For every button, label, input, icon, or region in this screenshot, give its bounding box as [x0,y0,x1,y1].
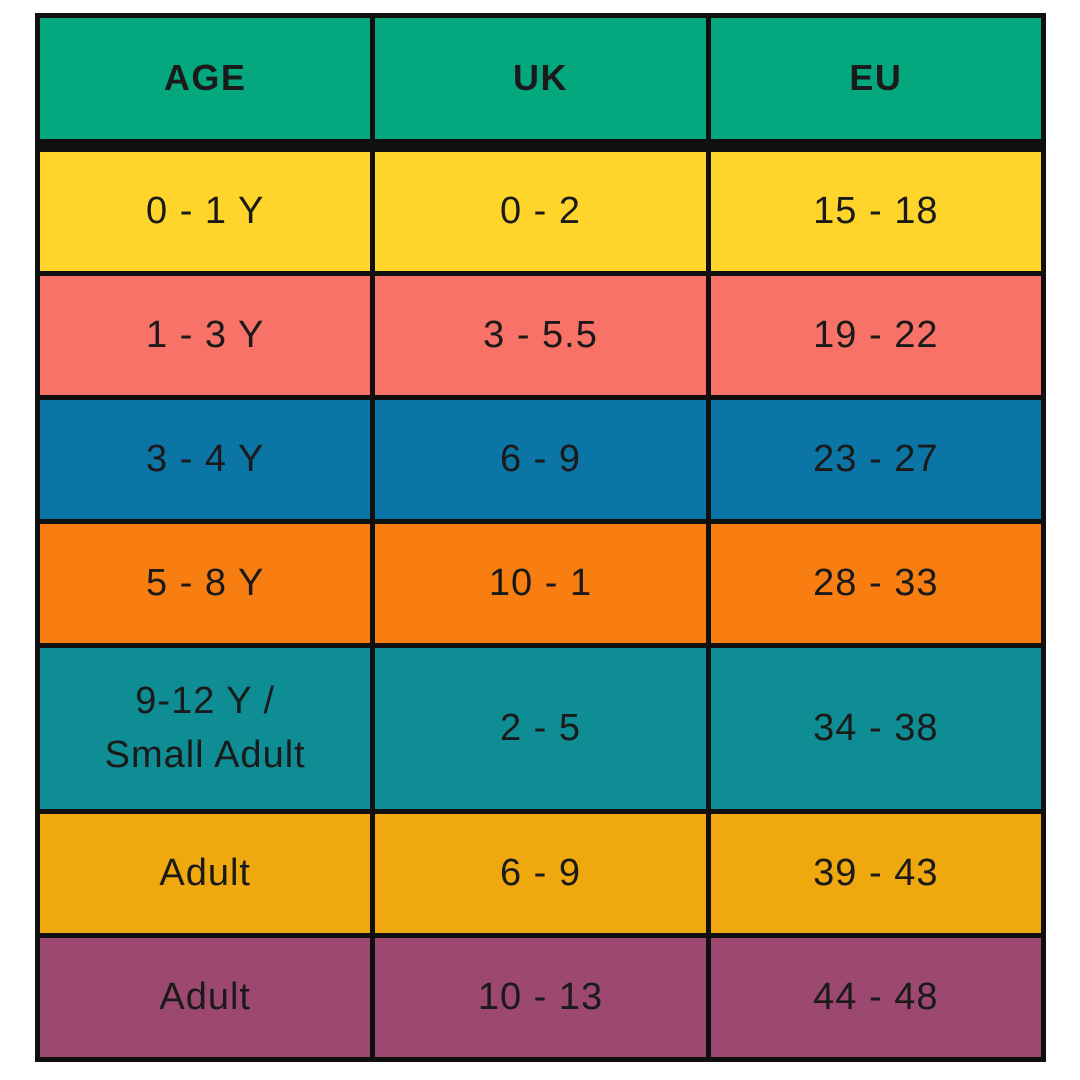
age-cell: 9-12 Y / Small Adult [104,680,306,776]
table-row: 3 - 4 Y 6 - 9 23 - 27 [40,400,1041,524]
eu-cell: 15 - 18 [705,152,1041,271]
table-row: Adult 10 - 13 44 - 48 [40,938,1041,1057]
uk-cell: 0 - 2 [370,152,705,271]
column-header-age: AGE [163,57,247,99]
table-row: 5 - 8 Y 10 - 1 28 - 33 [40,524,1041,648]
age-cell: Adult [159,975,251,1018]
age-cell: 1 - 3 Y [146,313,265,356]
column-header-uk: UK [370,18,705,139]
eu-cell: 28 - 33 [705,524,1041,643]
size-chart-table: AGE UK EU 0 - 1 Y 0 - 2 15 - 18 1 - 3 Y … [35,13,1046,1062]
eu-cell: 34 - 38 [705,648,1041,809]
uk-cell: 10 - 13 [370,938,705,1057]
table-row: 0 - 1 Y 0 - 2 15 - 18 [40,152,1041,276]
age-cell: 0 - 1 Y [146,189,265,232]
age-cell: 3 - 4 Y [146,437,265,480]
table-header-row: AGE UK EU [40,18,1041,152]
age-cell: Adult [159,851,251,894]
uk-cell: 2 - 5 [370,648,705,809]
uk-cell: 6 - 9 [370,400,705,519]
eu-cell: 39 - 43 [705,814,1041,933]
uk-cell: 3 - 5.5 [370,276,705,395]
table-row: 9-12 Y / Small Adult 2 - 5 34 - 38 [40,648,1041,814]
uk-cell: 6 - 9 [370,814,705,933]
age-cell: 5 - 8 Y [146,561,265,604]
eu-cell: 44 - 48 [705,938,1041,1057]
column-header-eu: EU [705,18,1041,139]
uk-cell: 10 - 1 [370,524,705,643]
table-row: 1 - 3 Y 3 - 5.5 19 - 22 [40,276,1041,400]
eu-cell: 23 - 27 [705,400,1041,519]
table-row: Adult 6 - 9 39 - 43 [40,814,1041,938]
eu-cell: 19 - 22 [705,276,1041,395]
